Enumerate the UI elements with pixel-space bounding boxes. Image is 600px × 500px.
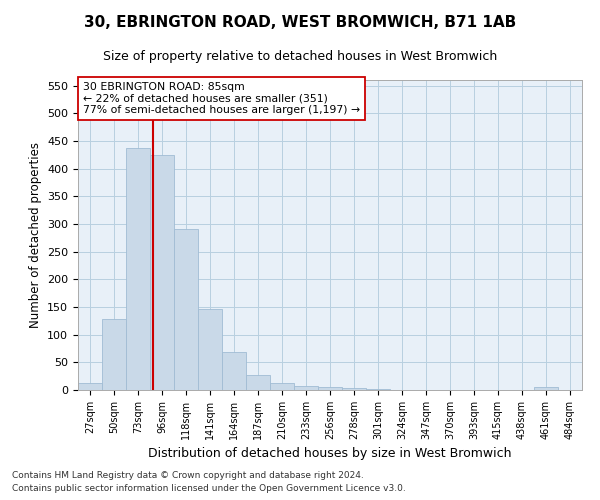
Bar — [319, 387, 341, 390]
X-axis label: Distribution of detached houses by size in West Bromwich: Distribution of detached houses by size … — [148, 448, 512, 460]
Y-axis label: Number of detached properties: Number of detached properties — [29, 142, 41, 328]
Bar — [127, 148, 149, 390]
Bar — [247, 375, 269, 390]
Bar — [535, 386, 557, 390]
Text: Contains public sector information licensed under the Open Government Licence v3: Contains public sector information licen… — [12, 484, 406, 493]
Text: 30, EBRINGTON ROAD, WEST BROMWICH, B71 1AB: 30, EBRINGTON ROAD, WEST BROMWICH, B71 1… — [84, 15, 516, 30]
Bar — [199, 308, 221, 390]
Bar — [103, 319, 125, 390]
Text: Contains HM Land Registry data © Crown copyright and database right 2024.: Contains HM Land Registry data © Crown c… — [12, 470, 364, 480]
Bar — [343, 388, 365, 390]
Bar — [175, 230, 197, 390]
Bar — [151, 154, 173, 390]
Bar — [295, 386, 317, 390]
Text: 30 EBRINGTON ROAD: 85sqm
← 22% of detached houses are smaller (351)
77% of semi-: 30 EBRINGTON ROAD: 85sqm ← 22% of detach… — [83, 82, 360, 115]
Bar — [223, 352, 245, 390]
Bar — [271, 384, 293, 390]
Text: Size of property relative to detached houses in West Bromwich: Size of property relative to detached ho… — [103, 50, 497, 63]
Bar — [79, 384, 101, 390]
